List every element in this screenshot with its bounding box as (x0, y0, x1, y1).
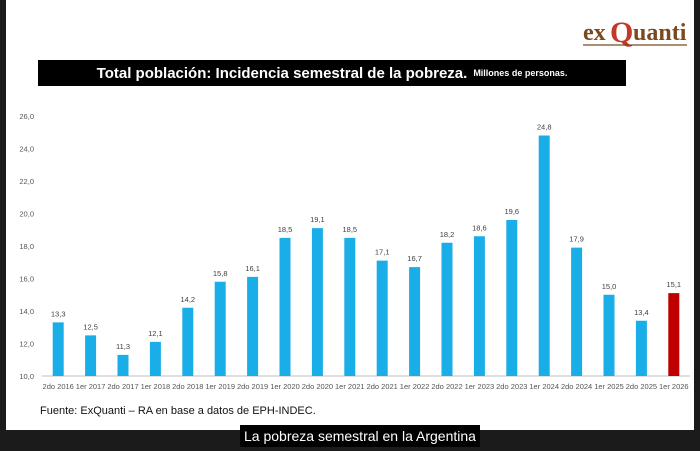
y-tick-label: 12,0 (19, 340, 34, 349)
logo-q: Q (610, 16, 633, 48)
x-tick-label: 2do 2019 (237, 382, 268, 391)
bar-value-label: 19,6 (504, 207, 519, 216)
bar (603, 294, 615, 376)
bar-value-label: 13,3 (51, 309, 66, 318)
bar (668, 293, 680, 376)
bar (311, 228, 323, 376)
bar-value-label: 12,1 (148, 329, 163, 338)
y-tick-label: 18,0 (19, 242, 34, 251)
y-tick-label: 16,0 (19, 275, 34, 284)
x-tick-label: 2do 2020 (302, 382, 333, 391)
x-tick-label: 2do 2021 (367, 382, 398, 391)
x-tick-label: 1er 2022 (400, 382, 430, 391)
x-tick-label: 2do 2025 (626, 382, 657, 391)
logo-ex: ex (583, 20, 606, 46)
bar (441, 242, 453, 376)
bar (409, 267, 421, 376)
y-tick-label: 22,0 (19, 177, 34, 186)
y-tick-label: 24,0 (19, 145, 34, 154)
bar (214, 281, 226, 376)
x-tick-label: 1er 2025 (594, 382, 624, 391)
bar-value-label: 15,0 (602, 282, 617, 291)
x-tick-label: 1er 2017 (76, 382, 106, 391)
x-tick-label: 2do 2018 (172, 382, 203, 391)
bar-value-label: 11,3 (116, 342, 130, 351)
y-tick-label: 10,0 (19, 372, 34, 381)
bar (376, 260, 388, 376)
chart-title-bar: Total población: Incidencia semestral de… (38, 60, 626, 86)
bar-value-label: 18,2 (440, 230, 455, 239)
x-tick-label: 2do 2023 (496, 382, 527, 391)
bar-value-label: 17,1 (375, 248, 390, 257)
exquanti-logo: ex Q uanti (583, 16, 687, 48)
y-tick-label: 26,0 (19, 112, 34, 121)
x-tick-label: 2do 2024 (561, 382, 592, 391)
x-tick-label: 1er 2019 (205, 382, 235, 391)
x-tick-label: 2do 2017 (107, 382, 138, 391)
bar (85, 335, 97, 376)
bar-value-label: 15,1 (666, 280, 681, 289)
bar-value-label: 18,5 (342, 225, 357, 234)
bar-value-label: 18,5 (278, 225, 293, 234)
bar-value-label: 17,9 (569, 235, 584, 244)
bar (506, 220, 518, 376)
bar-value-label: 16,1 (245, 264, 260, 273)
x-tick-label: 1er 2023 (465, 382, 495, 391)
video-caption: La pobreza semestral en la Argentina (240, 425, 480, 447)
chart-subtitle: Millones de personas. (473, 68, 568, 78)
x-tick-label: 2do 2022 (431, 382, 462, 391)
bar (52, 322, 64, 376)
bar (473, 236, 485, 376)
x-tick-label: 1er 2018 (141, 382, 171, 391)
x-tick-label: 1er 2024 (529, 382, 559, 391)
bar (149, 341, 161, 376)
logo-uanti: uanti (633, 20, 687, 46)
bar-value-label: 12,5 (83, 322, 98, 331)
bar (635, 320, 647, 376)
bar-value-label: 18,6 (472, 223, 487, 232)
x-tick-label: 1er 2020 (270, 382, 300, 391)
x-tick-label: 2do 2016 (43, 382, 74, 391)
bar-value-label: 13,4 (634, 308, 649, 317)
bar (182, 307, 194, 376)
bar-value-label: 14,2 (180, 295, 195, 304)
y-tick-label: 14,0 (19, 307, 34, 316)
bar (571, 247, 583, 376)
bar (344, 237, 356, 376)
bar (247, 276, 259, 376)
bar (279, 237, 291, 376)
bar (117, 354, 129, 376)
x-tick-label: 1er 2026 (659, 382, 689, 391)
bar-value-label: 15,8 (213, 269, 228, 278)
bar-value-label: 19,1 (310, 215, 325, 224)
bar-value-label: 16,7 (407, 254, 422, 263)
bar-value-label: 24,8 (537, 123, 552, 132)
bar (538, 135, 550, 376)
x-tick-label: 1er 2021 (335, 382, 365, 391)
y-tick-label: 20,0 (19, 210, 34, 219)
chart-title: Total población: Incidencia semestral de… (96, 64, 468, 82)
source-note: Fuente: ExQuanti – RA en base a datos de… (40, 405, 316, 417)
